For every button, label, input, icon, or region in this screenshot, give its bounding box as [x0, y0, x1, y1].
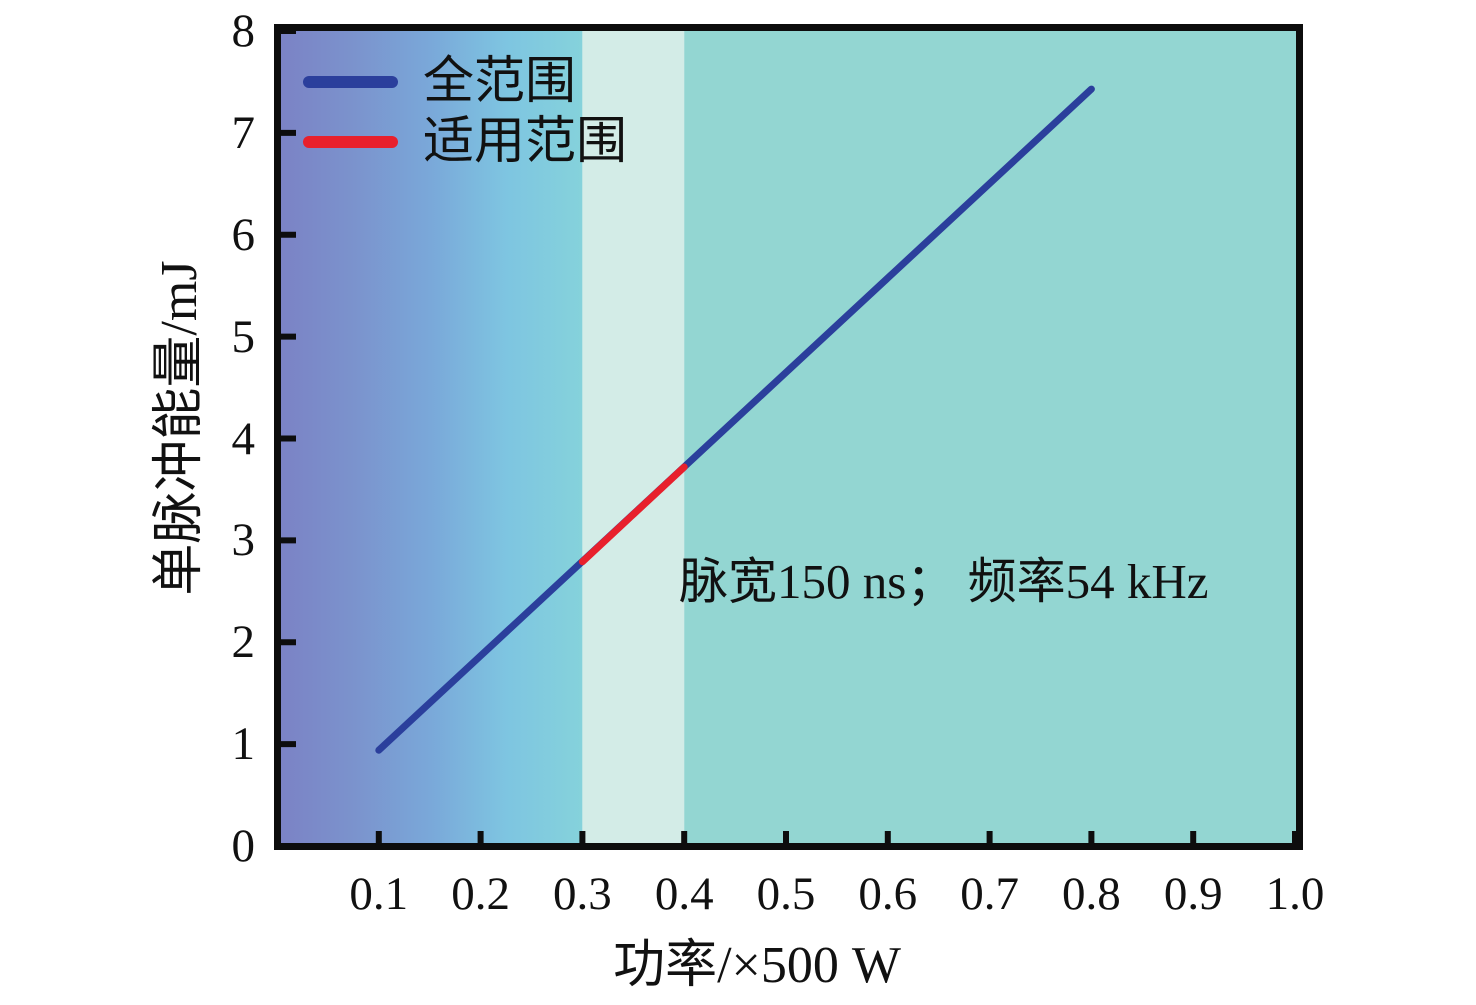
plot-band-1: [582, 29, 685, 848]
annotation-text: 脉宽150 ns； 频率54 kHz: [679, 554, 1209, 609]
y-tick-label: 6: [231, 208, 256, 261]
x-tick-label: 1.0: [1265, 868, 1325, 920]
legend-label-full-range: 全范围: [423, 54, 577, 110]
x-tick-label: 0.8: [1062, 868, 1121, 920]
legend-label-applicable-range: 适用范围: [423, 114, 628, 170]
legend-item-full-range: 全范围: [303, 52, 627, 112]
y-tick-label: 2: [231, 616, 256, 669]
y-tick-label: 3: [231, 514, 256, 567]
x-tick-label: 0.9: [1163, 868, 1223, 920]
series-line-full-range: [375, 85, 1095, 754]
x-tick-label: 0.2: [451, 868, 510, 920]
x-tick-label: 0.6: [858, 868, 918, 920]
plot-band-2: [684, 29, 1298, 848]
y-tick-label: 5: [231, 310, 256, 363]
legend-line-applicable-range: [303, 136, 398, 148]
legend-item-applicable-range: 适用范围: [303, 112, 627, 172]
x-tick-label: 0.7: [960, 868, 1019, 920]
y-tick-label: 8: [231, 5, 256, 57]
x-axis-title: 功率/×500 W: [613, 937, 901, 994]
x-tick-label: 0.4: [654, 868, 714, 920]
plot-spines: [274, 24, 1303, 850]
x-tick-label: 0.3: [553, 868, 612, 920]
y-tick-label: 4: [231, 412, 256, 465]
y-tick-label: 0: [231, 820, 256, 872]
legend: 全范围 适用范围: [303, 52, 627, 172]
y-tick-label: 7: [231, 106, 256, 159]
legend-line-full-range: [303, 76, 398, 88]
series-line-applicable-range: [578, 463, 688, 566]
plot-band-0: [279, 29, 583, 848]
x-tick-label: 0.5: [756, 868, 816, 920]
y-tick-label: 1: [231, 718, 256, 771]
x-tick-label: 0.1: [349, 868, 409, 920]
